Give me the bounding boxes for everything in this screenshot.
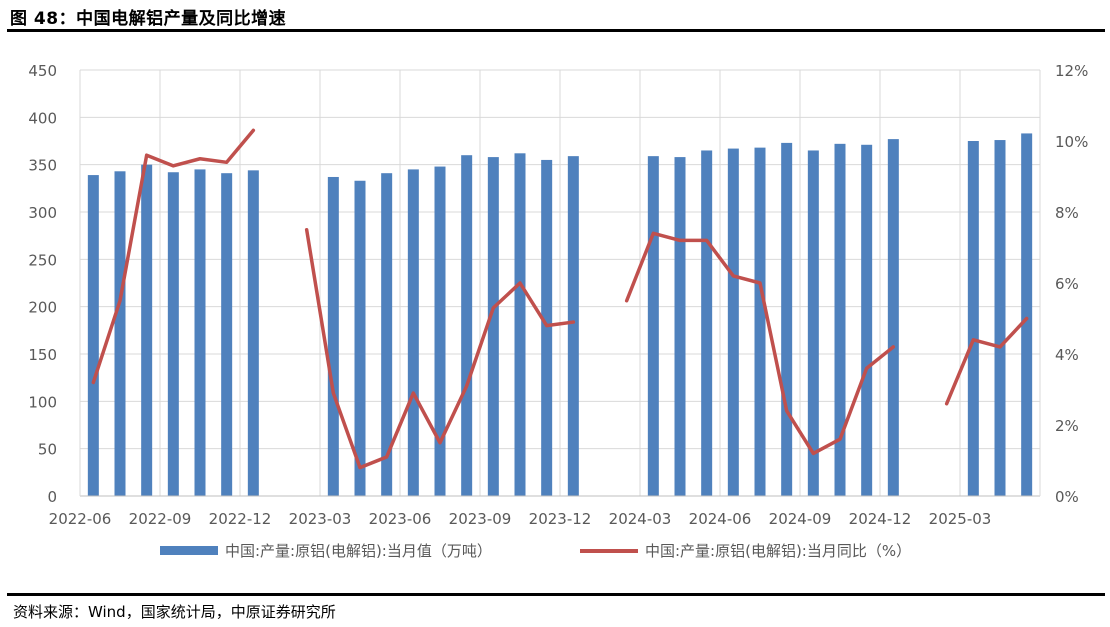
y-left-tick-label: 100	[28, 393, 57, 411]
top-rule	[7, 29, 1105, 32]
y-left-tick-label: 300	[28, 204, 57, 222]
y-left-tick-label: 150	[28, 346, 57, 364]
bar	[167, 172, 179, 497]
y-right-tick-label: 10%	[1055, 133, 1088, 151]
y-right-tick-label: 0%	[1055, 488, 1079, 506]
bar	[354, 180, 366, 496]
bar	[834, 143, 846, 496]
x-tick-label: 2022-09	[129, 510, 192, 528]
bar	[114, 171, 126, 496]
x-tick-label: 2024-06	[689, 510, 752, 528]
gridlines	[80, 69, 1040, 496]
y-left-tick-label: 400	[28, 109, 57, 127]
x-tick-label: 2024-12	[849, 510, 912, 528]
x-tick-label: 2024-03	[609, 510, 672, 528]
bar	[487, 157, 499, 496]
bar	[407, 169, 419, 496]
y-left-tick-label: 350	[28, 157, 57, 175]
bar	[381, 173, 393, 497]
bar	[994, 140, 1006, 496]
line-segment	[91, 128, 256, 385]
line-segment	[624, 231, 896, 456]
bar	[327, 176, 339, 496]
line-segment	[944, 316, 1029, 406]
y-left-tick-label: 50	[38, 441, 57, 459]
bar	[194, 169, 206, 496]
bar	[221, 173, 233, 497]
y-left-tick-label: 450	[28, 62, 57, 80]
line-series	[91, 128, 1029, 470]
bar	[514, 153, 526, 496]
bar	[541, 159, 553, 496]
bar	[887, 139, 899, 496]
line-segment	[304, 228, 576, 470]
bar	[141, 164, 153, 496]
legend: 中国:产量:原铝(电解铝):当月值（万吨） 中国:产量:原铝(电解铝):当月同比（…	[160, 542, 911, 560]
legend-label-bar: 中国:产量:原铝(电解铝):当月值（万吨）	[225, 542, 492, 560]
x-tick-label: 2022-12	[209, 510, 272, 528]
source-note: 资料来源：Wind，国家统计局，中原证券研究所	[13, 603, 336, 621]
bar	[967, 141, 979, 496]
axes: 0 50 100 150 200 250 300 350 400 450 0% 2% 4% 6% 8% 10%…	[28, 62, 1088, 528]
y-right-tick-label: 8%	[1055, 204, 1079, 222]
x-tick-label: 2023-09	[449, 510, 512, 528]
legend-label-line: 中国:产量:原铝(电解铝):当月同比（%）	[645, 542, 911, 560]
y-left-tick-label: 0	[47, 488, 57, 506]
y-right-tick-label: 4%	[1055, 346, 1079, 364]
x-tick-label: 2024-09	[769, 510, 832, 528]
bar	[461, 155, 473, 496]
bar	[754, 147, 766, 497]
legend-swatch-bar	[160, 546, 218, 555]
bar-series	[87, 133, 1033, 497]
x-tick-label: 2023-06	[369, 510, 432, 528]
x-tick-label: 2023-12	[529, 510, 592, 528]
bar	[1021, 133, 1033, 496]
y-right-tick-label: 2%	[1055, 417, 1079, 435]
bar-line-chart: 0 50 100 150 200 250 300 350 400 450 0% 2% 4% 6% 8% 10%…	[28, 62, 1088, 560]
bar	[247, 170, 259, 496]
bar	[647, 156, 659, 496]
bar	[87, 175, 99, 496]
figure-title: 图 48：中国电解铝产量及同比增速	[10, 9, 287, 29]
x-tick-label: 2025-03	[929, 510, 992, 528]
bar	[567, 156, 579, 496]
bar	[807, 150, 819, 496]
bottom-rule	[7, 593, 1105, 596]
bar	[674, 157, 686, 496]
bar	[701, 150, 713, 496]
x-tick-label: 2023-03	[289, 510, 352, 528]
bar	[781, 142, 793, 496]
y-right-tick-label: 12%	[1055, 62, 1088, 80]
bar	[861, 144, 873, 496]
y-left-tick-label: 250	[28, 251, 57, 269]
bar	[727, 148, 739, 496]
bar	[434, 166, 446, 496]
y-left-tick-label: 200	[28, 299, 57, 317]
y-right-tick-label: 6%	[1055, 275, 1079, 293]
x-tick-label: 2022-06	[49, 510, 112, 528]
